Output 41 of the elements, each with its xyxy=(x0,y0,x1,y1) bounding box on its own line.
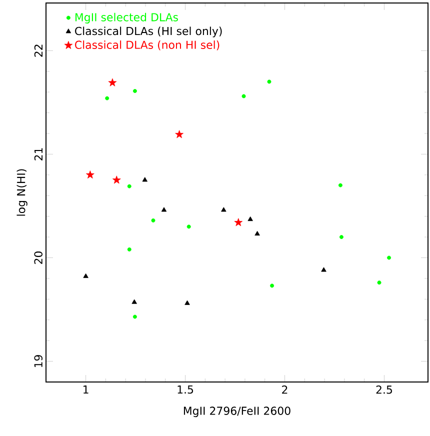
y-tick-label: 22 xyxy=(34,44,42,57)
x-tick-label: 1.5 xyxy=(178,386,194,394)
point xyxy=(234,218,243,226)
y-tick-label: 20 xyxy=(34,252,42,264)
point xyxy=(267,80,272,84)
point xyxy=(175,130,184,138)
point xyxy=(142,177,148,182)
point xyxy=(242,94,246,98)
point xyxy=(270,284,274,288)
point xyxy=(112,176,121,184)
point xyxy=(321,267,326,272)
legend-label: Classical DLAs (non HI sel) xyxy=(75,40,220,50)
point xyxy=(339,235,344,240)
legend-label: MgII selected DLAs xyxy=(75,12,178,24)
point xyxy=(184,300,190,305)
x-axis-title: MgII 2796/FeII 2600 xyxy=(184,406,290,418)
point xyxy=(161,207,167,212)
point xyxy=(105,96,110,100)
y-tick-label: 19 xyxy=(34,355,42,368)
point xyxy=(86,170,94,178)
point xyxy=(254,230,260,236)
point xyxy=(83,273,88,278)
point xyxy=(248,216,253,222)
point xyxy=(338,183,342,188)
legend-label: Classical DLAs (HI sel only) xyxy=(75,26,222,38)
point xyxy=(132,314,137,319)
point xyxy=(186,224,191,229)
point xyxy=(151,218,156,222)
x-tick-label: 1 xyxy=(84,386,88,394)
y-axis-title: log N(HI) xyxy=(16,169,28,216)
x-tick-label: 2 xyxy=(282,386,288,394)
point xyxy=(108,78,117,86)
y-tick-label: 21 xyxy=(34,148,42,160)
point xyxy=(221,207,226,212)
point xyxy=(377,280,382,285)
point xyxy=(132,299,137,304)
point xyxy=(127,184,132,188)
point xyxy=(127,247,132,252)
point xyxy=(387,256,391,260)
point xyxy=(132,89,137,94)
x-tick-label: 2.5 xyxy=(376,386,392,394)
